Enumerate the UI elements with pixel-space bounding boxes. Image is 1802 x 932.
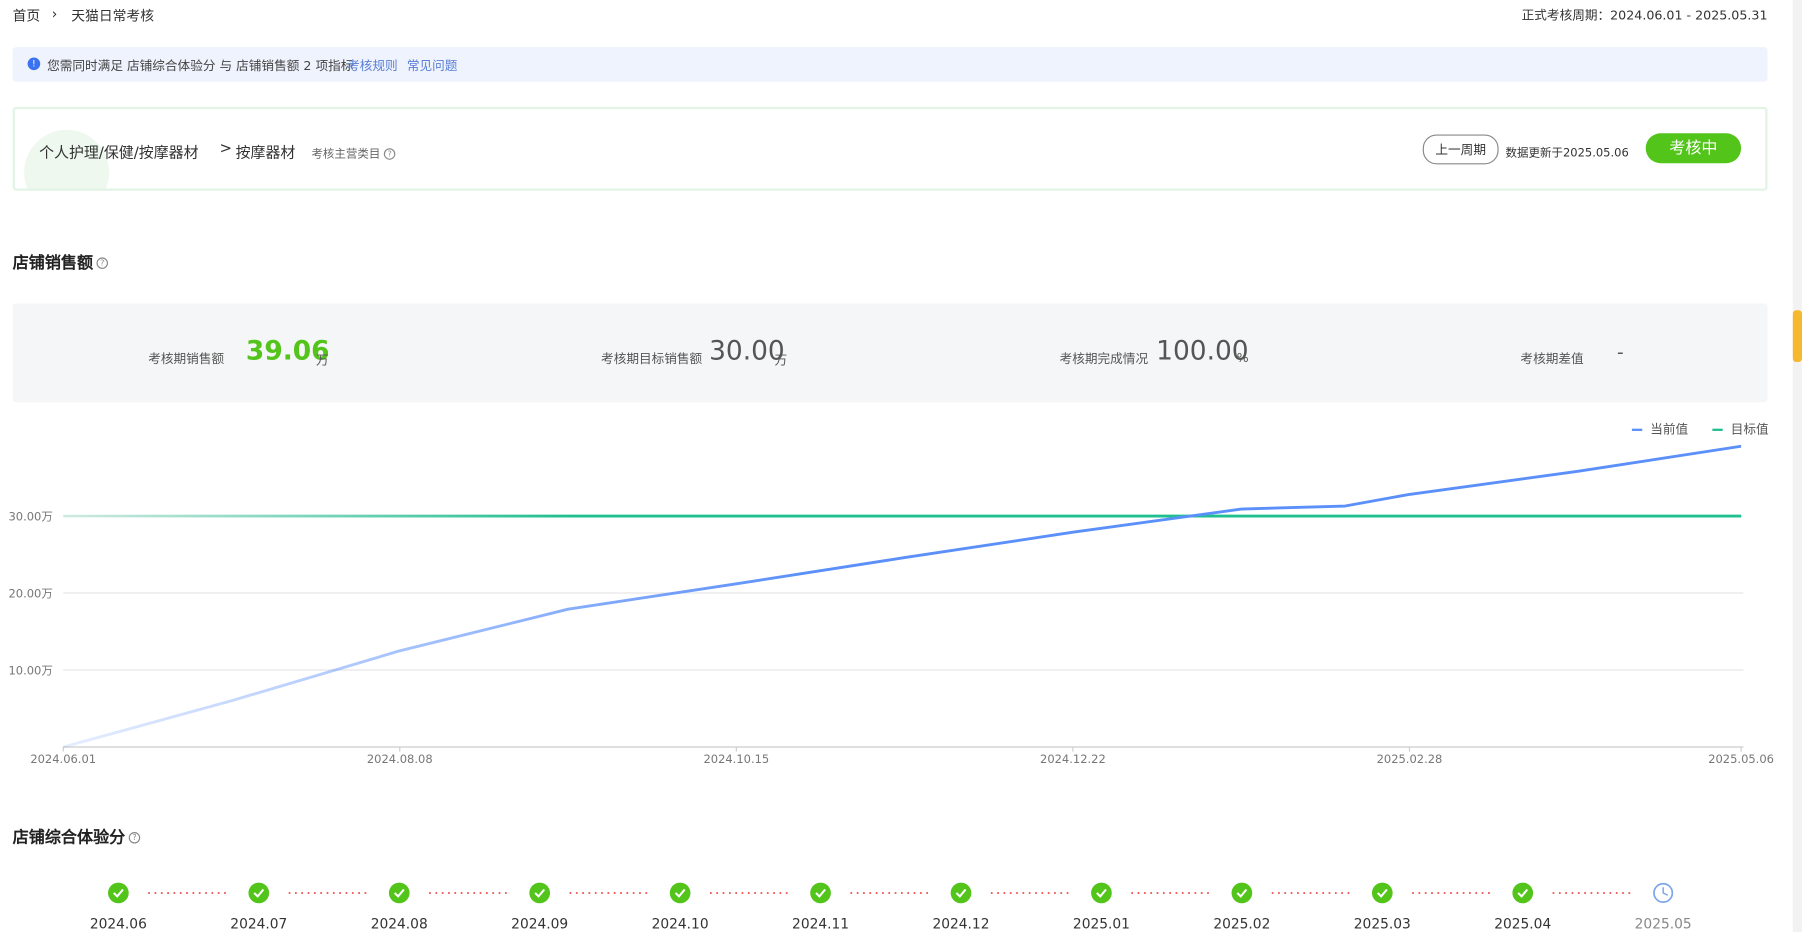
section-title-text: 店铺综合体验分 xyxy=(12,828,126,847)
legend-label: 目标值 xyxy=(1731,421,1769,436)
x-tick-label: 2024.06.01 xyxy=(30,752,96,766)
month-label: 2024.09 xyxy=(511,917,568,932)
check-icon xyxy=(955,888,967,898)
clock-hands xyxy=(1662,887,1669,896)
x-tick-label: 2024.12.22 xyxy=(1040,752,1106,766)
stats-box: 考核期销售额 39.06 万 考核期目标销售额 30.00 万 考核期完成情况 … xyxy=(12,303,1768,403)
status-pending xyxy=(1653,882,1674,904)
scrollbar[interactable] xyxy=(1792,0,1802,932)
stat-value: 30.00 xyxy=(709,336,785,367)
status-passed xyxy=(950,882,972,904)
breadcrumb-current: 天猫日常考核 xyxy=(71,8,155,25)
status-passed xyxy=(669,882,691,904)
check-icon xyxy=(393,888,405,898)
status-passed xyxy=(1091,882,1112,904)
section-title: 店铺综合体验分? xyxy=(13,825,141,848)
status-passed xyxy=(1231,882,1253,904)
notice-text: 您需同时满足 店铺综合体验分 与 店铺销售额 2 项指标 xyxy=(47,58,354,74)
x-tick-label: 2025.05.06 xyxy=(1708,752,1774,766)
breadcrumb-home[interactable]: 首页 xyxy=(12,8,41,25)
check-icon xyxy=(1236,888,1248,898)
stat-unit: % xyxy=(1236,350,1249,366)
month-label: 2024.07 xyxy=(230,917,287,932)
month-label: 2025.01 xyxy=(1073,917,1130,932)
category-separator: > xyxy=(219,140,233,158)
month-label: 2024.11 xyxy=(792,917,849,932)
month-label: 2025.05 xyxy=(1635,917,1692,932)
stat-unit: 万 xyxy=(774,352,788,368)
month-label: 2024.08 xyxy=(371,917,428,932)
check-icon xyxy=(674,888,686,898)
stat-label: 考核期目标销售额 xyxy=(601,351,703,367)
category-leaf: 按摩器材 xyxy=(235,144,296,163)
prev-period-button[interactable]: 上一周期 xyxy=(1422,134,1499,165)
status-passed xyxy=(388,882,410,904)
status-passed xyxy=(1371,882,1393,904)
scroll-thumb[interactable] xyxy=(1792,310,1802,363)
check-icon xyxy=(1096,888,1107,898)
info-icon: ! xyxy=(27,57,41,71)
stat-label: 考核期差值 xyxy=(1520,351,1584,367)
period: 正式考核周期：2024.06.01 - 2025.05.31 xyxy=(1521,8,1768,23)
notice-link[interactable]: 考核规则 xyxy=(347,58,398,74)
status-passed xyxy=(810,882,831,904)
status-passed xyxy=(529,882,551,904)
stat-label: 考核期销售额 xyxy=(148,351,225,367)
stat-value: - xyxy=(1616,341,1624,364)
updated-text: 数据更新于2025.05.06 xyxy=(1505,147,1629,160)
status-passed xyxy=(108,882,129,904)
check-icon xyxy=(253,888,265,898)
category-card: 个人护理/保健/按摩器材 > 按摩器材 考核主营类目? 上一周期 数据更新于20… xyxy=(12,106,1768,191)
x-tick-label: 2024.08.08 xyxy=(367,752,433,766)
stat-label: 考核期完成情况 xyxy=(1059,351,1149,367)
check-icon xyxy=(534,888,546,898)
month-label: 2024.12 xyxy=(932,917,989,932)
stat-value: 39.06 xyxy=(245,336,330,367)
y-tick-label: 30.00万 xyxy=(8,510,52,524)
x-tick-label: 2025.02.28 xyxy=(1377,752,1443,766)
category-path: 个人护理/保健/按摩器材 xyxy=(39,144,199,163)
series-line xyxy=(62,444,1742,749)
month-label: 2025.02 xyxy=(1213,917,1270,932)
month-label: 2024.06 xyxy=(90,917,147,932)
breadcrumb-separator: › xyxy=(51,5,58,22)
notice-link[interactable]: 常见问题 xyxy=(406,58,458,74)
y-tick-label: 10.00万 xyxy=(8,664,52,678)
status-pill[interactable]: 考核中 xyxy=(1645,133,1742,164)
x-tick-label: 2024.10.15 xyxy=(703,752,769,766)
help-icon[interactable]: ? xyxy=(383,148,396,160)
notice-bar: ! 您需同时满足 店铺综合体验分 与 店铺销售额 2 项指标 考核规则 常见问题 xyxy=(12,47,1768,82)
category-tag-text: 考核主营类目 xyxy=(311,148,381,161)
stat-value: 100.00 xyxy=(1156,336,1249,367)
stat-unit: 万 xyxy=(316,352,329,368)
help-icon[interactable]: ? xyxy=(96,257,109,269)
category-tag: 考核主营类目? xyxy=(311,144,396,161)
y-tick-label: 20.00万 xyxy=(8,587,52,601)
help-icon[interactable]: ? xyxy=(128,832,141,844)
legend-label: 当前值 xyxy=(1650,421,1688,436)
check-icon xyxy=(1376,888,1388,898)
status-passed xyxy=(248,882,270,904)
check-icon xyxy=(113,888,124,898)
section-title: 店铺销售额? xyxy=(12,251,109,274)
section-title-text: 店铺销售额 xyxy=(12,253,94,273)
check-icon xyxy=(815,888,826,898)
month-label: 2025.04 xyxy=(1494,917,1551,932)
month-label: 2024.10 xyxy=(652,917,709,932)
month-label: 2025.03 xyxy=(1354,917,1411,932)
status-passed xyxy=(1512,882,1534,904)
check-icon xyxy=(1517,888,1529,898)
